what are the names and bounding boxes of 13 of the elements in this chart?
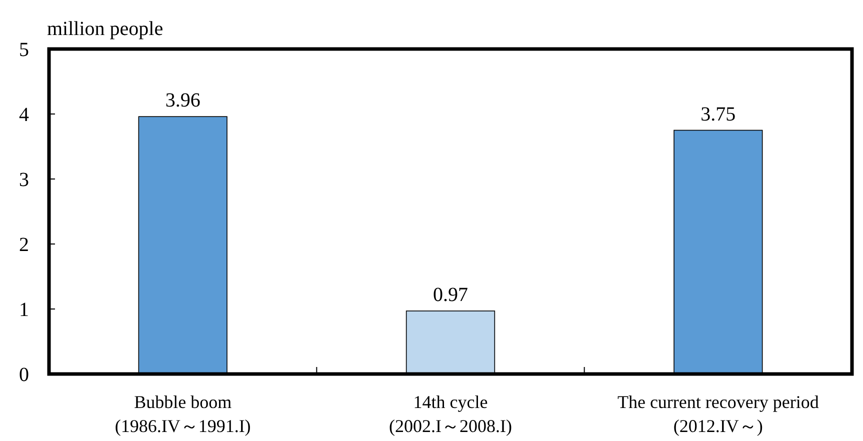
data-label: 3.75 [700,103,736,126]
y-tick-label: 0 [19,364,29,386]
data-label: 0.97 [433,284,468,306]
y-tick-label: 2 [19,234,29,256]
y-tick-label: 1 [19,299,29,321]
x-tick-label: Bubble boom (1986.IV～1991.I) [114,392,251,436]
data-label: 3.96 [165,90,200,112]
x-tick-label: The current recovery period (2012.IV～) [617,392,819,436]
y-tick-label: 4 [19,104,29,126]
y-axis-title: million people [47,18,164,40]
y-tick-label: 3 [19,169,29,191]
x-tick-label: 14th cycle (2002.I～2008.I) [389,392,512,436]
y-tick-label: 5 [19,39,29,61]
